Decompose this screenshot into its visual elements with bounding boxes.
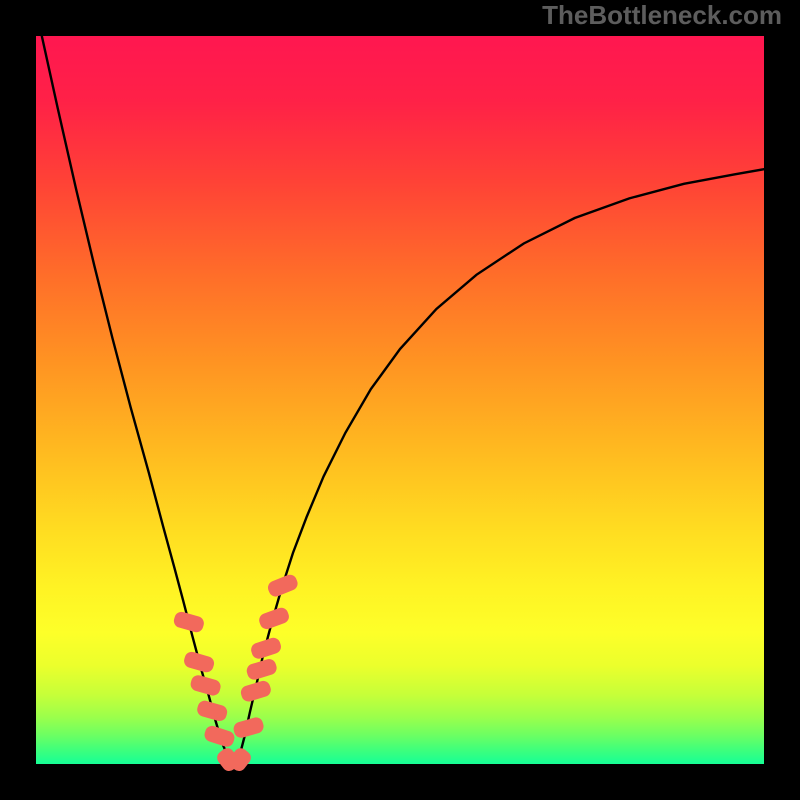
curve-marker	[257, 606, 291, 631]
curve-marker	[203, 724, 236, 748]
curve-marker	[182, 650, 215, 674]
curve-marker	[172, 610, 205, 634]
chart-frame: TheBottleneck.com	[0, 0, 800, 800]
curve-marker	[196, 699, 229, 723]
curve-left-branch	[42, 36, 230, 760]
curve-right-branch	[238, 169, 764, 760]
chart-svg	[0, 0, 800, 800]
curve-marker	[266, 573, 300, 599]
curve-marker	[189, 674, 222, 698]
curve-marker	[232, 716, 265, 740]
